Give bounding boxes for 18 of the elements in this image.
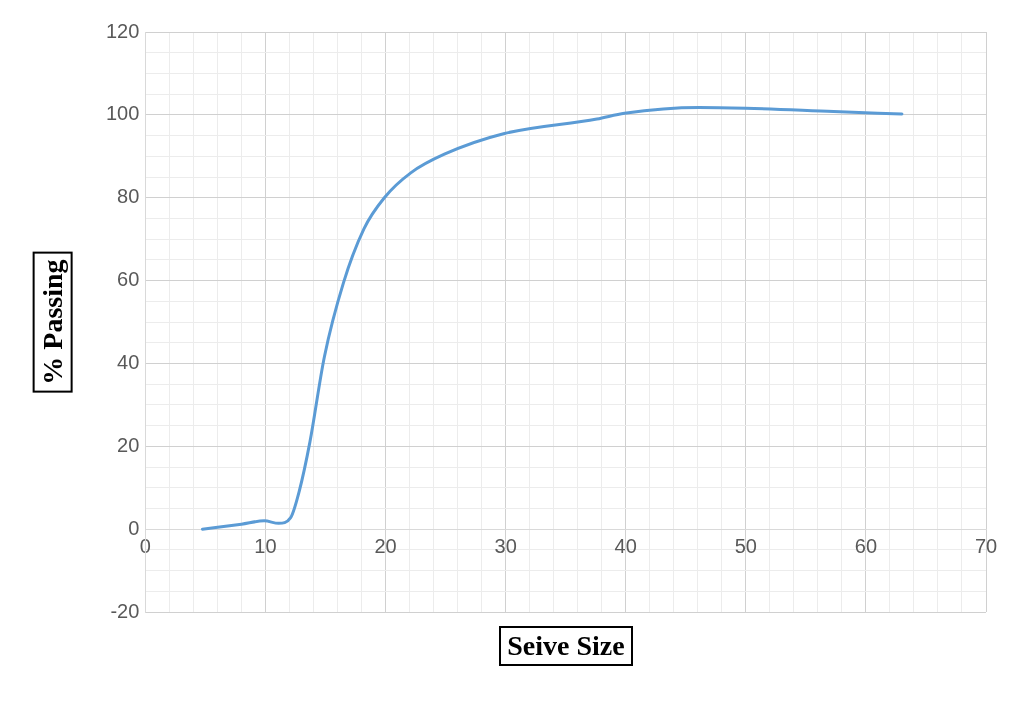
x-tick-label: 40 [614, 534, 637, 557]
y-tick-label: 20 [117, 433, 140, 456]
y-tick-label: 0 [128, 516, 140, 539]
line-series [200, 105, 904, 531]
x-axis-title: Seive Size [499, 626, 633, 666]
y-tick-label: 120 [105, 19, 140, 42]
x-tick-label: 20 [374, 534, 397, 557]
x-tick-label: 70 [974, 534, 998, 557]
y-tick-label: 100 [105, 102, 140, 125]
y-tick-label: 40 [117, 350, 140, 373]
y-tick-label: 60 [117, 268, 140, 291]
x-tick-label: 50 [734, 534, 757, 557]
x-tick-label: 10 [254, 534, 277, 557]
x-tick-label: 60 [854, 534, 878, 557]
y-tick-label: 80 [117, 185, 140, 208]
y-tick-label: -20 [110, 599, 140, 622]
x-tick-label: 30 [494, 534, 517, 557]
y-axis-title: % Passing [32, 251, 73, 393]
